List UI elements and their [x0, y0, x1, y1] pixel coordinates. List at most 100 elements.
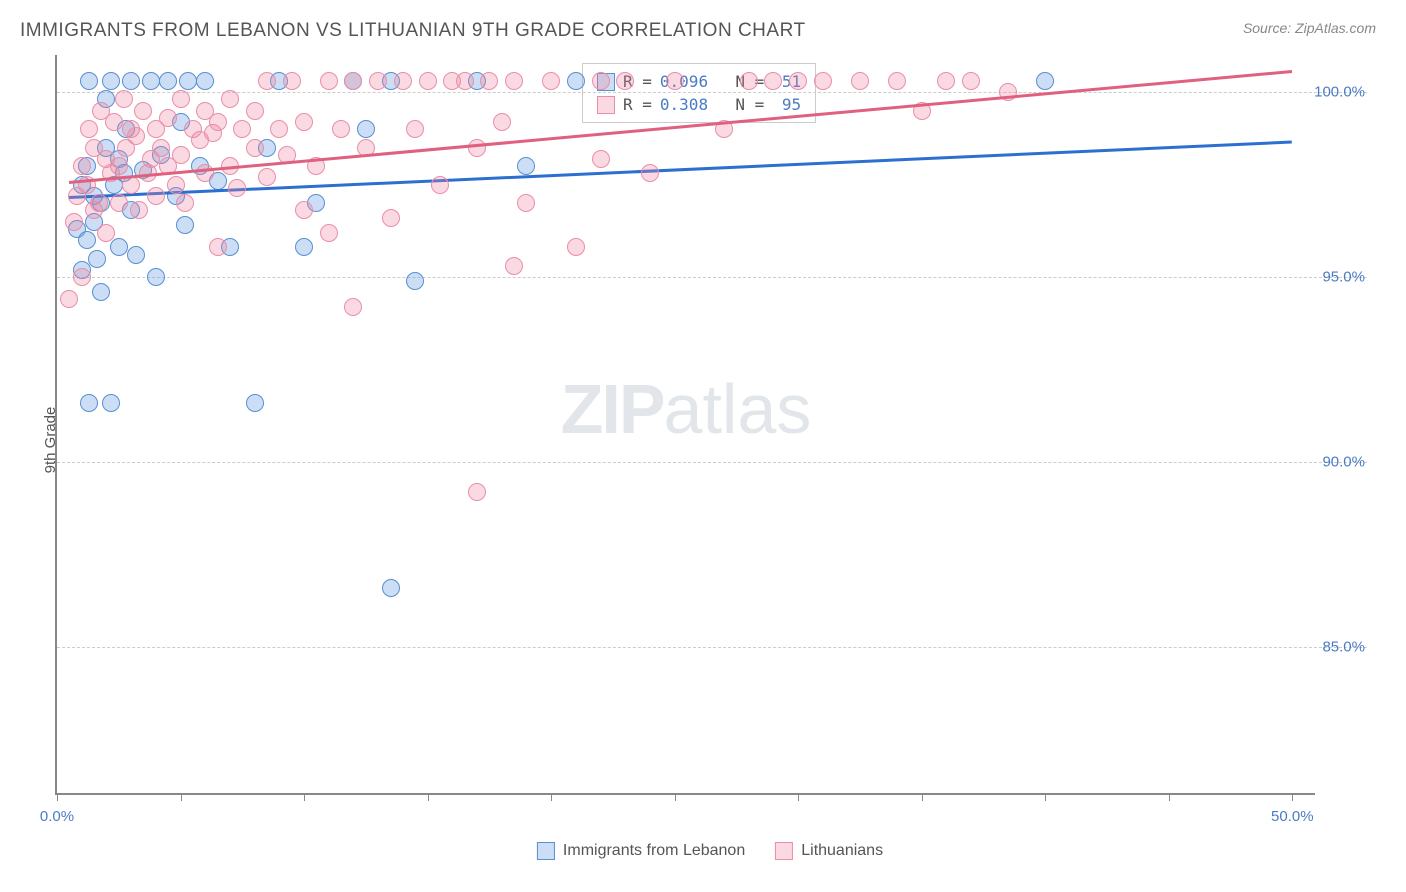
corr-legend-row-lithuanians: R = 0.308 N = 95: [597, 93, 801, 116]
legend-swatch-lebanon: [537, 842, 555, 860]
scatter-point-lithuanians: [65, 213, 83, 231]
n-value-lithuanians: 95: [772, 95, 801, 114]
legend-swatch-lithuanians: [597, 96, 615, 114]
scatter-point-lithuanians: [962, 72, 980, 90]
scatter-point-lebanon: [122, 72, 140, 90]
scatter-point-lithuanians: [394, 72, 412, 90]
x-tick: [551, 793, 552, 801]
scatter-point-lithuanians: [270, 120, 288, 138]
scatter-point-lithuanians: [221, 90, 239, 108]
scatter-point-lithuanians: [152, 139, 170, 157]
scatter-point-lebanon: [142, 72, 160, 90]
correlation-legend: R = 0.096 N = 51R = 0.308 N = 95: [582, 63, 816, 123]
scatter-point-lithuanians: [406, 120, 424, 138]
scatter-point-lithuanians: [505, 257, 523, 275]
scatter-point-lithuanians: [641, 164, 659, 182]
scatter-point-lithuanians: [246, 139, 264, 157]
scatter-point-lithuanians: [209, 113, 227, 131]
scatter-point-lithuanians: [616, 72, 634, 90]
gridline-h: [57, 462, 1367, 463]
scatter-point-lebanon: [179, 72, 197, 90]
x-tick: [181, 793, 182, 801]
scatter-point-lithuanians: [480, 72, 498, 90]
scatter-point-lebanon: [78, 231, 96, 249]
scatter-point-lithuanians: [172, 146, 190, 164]
scatter-point-lithuanians: [814, 72, 832, 90]
scatter-point-lithuanians: [295, 201, 313, 219]
legend-item-lithuanians: Lithuanians: [775, 842, 883, 860]
legend-swatch-lithuanians: [775, 842, 793, 860]
scatter-point-lithuanians: [344, 72, 362, 90]
watermark-atlas: atlas: [664, 370, 812, 448]
scatter-point-lithuanians: [888, 72, 906, 90]
scatter-point-lithuanians: [295, 113, 313, 131]
scatter-point-lithuanians: [172, 90, 190, 108]
scatter-point-lebanon: [357, 120, 375, 138]
scatter-point-lebanon: [147, 268, 165, 286]
scatter-point-lithuanians: [592, 150, 610, 168]
scatter-point-lebanon: [127, 246, 145, 264]
x-tick: [1292, 793, 1293, 801]
scatter-point-lithuanians: [431, 176, 449, 194]
x-tick: [922, 793, 923, 801]
chart-header: IMMIGRANTS FROM LEBANON VS LITHUANIAN 9T…: [0, 0, 1406, 52]
x-tick: [304, 793, 305, 801]
scatter-point-lebanon: [110, 238, 128, 256]
scatter-point-lithuanians: [283, 72, 301, 90]
scatter-point-lebanon: [102, 394, 120, 412]
scatter-point-lithuanians: [567, 238, 585, 256]
gridline-h: [57, 647, 1367, 648]
x-tick: [798, 793, 799, 801]
legend-label-lithuanians: Lithuanians: [801, 842, 883, 860]
watermark: ZIPatlas: [561, 369, 812, 449]
scatter-point-lithuanians: [320, 72, 338, 90]
series-legend: Immigrants from LebanonLithuanians: [537, 842, 883, 860]
scatter-point-lithuanians: [167, 176, 185, 194]
gridline-h: [57, 277, 1367, 278]
y-tick-label: 85.0%: [1322, 639, 1365, 656]
scatter-point-lithuanians: [369, 72, 387, 90]
scatter-point-lebanon: [176, 216, 194, 234]
scatter-point-lithuanians: [332, 120, 350, 138]
scatter-point-lebanon: [567, 72, 585, 90]
scatter-point-lithuanians: [456, 72, 474, 90]
scatter-point-lithuanians: [159, 109, 177, 127]
chart-source: Source: ZipAtlas.com: [1243, 20, 1376, 36]
chart-title: IMMIGRANTS FROM LEBANON VS LITHUANIAN 9T…: [20, 20, 806, 42]
scatter-point-lithuanians: [115, 90, 133, 108]
y-tick-label: 95.0%: [1322, 269, 1365, 286]
gridline-h: [57, 92, 1367, 93]
scatter-point-lithuanians: [73, 268, 91, 286]
scatter-point-lithuanians: [419, 72, 437, 90]
scatter-point-lithuanians: [468, 483, 486, 501]
scatter-point-lithuanians: [97, 224, 115, 242]
scatter-point-lithuanians: [851, 72, 869, 90]
x-tick: [1169, 793, 1170, 801]
scatter-point-lithuanians: [505, 72, 523, 90]
scatter-point-lithuanians: [233, 120, 251, 138]
x-tick: [1045, 793, 1046, 801]
watermark-zip: ZIP: [561, 370, 664, 448]
scatter-point-lithuanians: [937, 72, 955, 90]
scatter-point-lithuanians: [592, 72, 610, 90]
scatter-point-lithuanians: [542, 72, 560, 90]
scatter-point-lebanon: [382, 579, 400, 597]
scatter-point-lebanon: [88, 250, 106, 268]
scatter-point-lithuanians: [80, 120, 98, 138]
scatter-point-lithuanians: [517, 194, 535, 212]
scatter-point-lebanon: [80, 72, 98, 90]
scatter-point-lithuanians: [176, 194, 194, 212]
r-value-lithuanians: 0.308: [660, 95, 708, 114]
scatter-point-lithuanians: [209, 238, 227, 256]
scatter-point-lebanon: [517, 157, 535, 175]
scatter-point-lebanon: [295, 238, 313, 256]
scatter-point-lithuanians: [764, 72, 782, 90]
x-tick-label: 0.0%: [40, 808, 74, 825]
x-tick: [57, 793, 58, 801]
scatter-point-lithuanians: [344, 298, 362, 316]
scatter-point-lithuanians: [110, 194, 128, 212]
scatter-point-lithuanians: [73, 157, 91, 175]
scatter-point-lithuanians: [147, 187, 165, 205]
scatter-point-lithuanians: [90, 194, 108, 212]
scatter-point-lithuanians: [105, 113, 123, 131]
